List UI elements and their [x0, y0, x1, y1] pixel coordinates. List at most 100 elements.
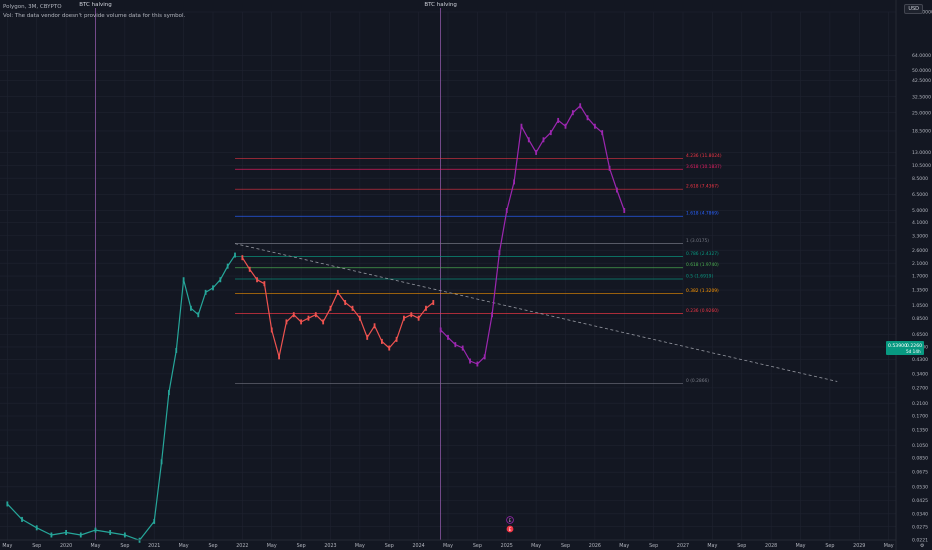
fib-level-label: 4.236 (11.8024) — [686, 153, 722, 159]
price-candle — [549, 130, 552, 136]
price-badge-sub: 0.2260 — [906, 343, 922, 349]
time-axis-tick-label: Sep — [561, 543, 570, 549]
time-axis-tick-label: Sep — [120, 543, 129, 549]
trendline-line[interactable] — [234, 243, 838, 382]
price-axis-tick-label: 0.0221 — [912, 538, 928, 544]
price-axis-tick-label: 18.5000 — [912, 129, 931, 135]
price-axis-tick-label: 5.0000 — [912, 208, 928, 214]
price-series-line — [440, 105, 625, 365]
price-candle — [557, 117, 560, 123]
price-candle — [417, 315, 420, 321]
price-candle — [300, 319, 303, 325]
price-candle — [527, 137, 530, 143]
time-axis-tick-label: 2025 — [501, 543, 513, 549]
price-axis-tick-label: 8.5000 — [912, 176, 928, 182]
price-axis-tick-label: 0.1350 — [912, 428, 928, 434]
price-candle — [263, 281, 266, 287]
price-candle — [476, 361, 479, 367]
time-axis-tick-label: May — [443, 543, 453, 549]
price-axis-tick-label: 0.1700 — [912, 414, 928, 420]
price-badge-box — [886, 341, 924, 355]
time-axis-tick-label: Sep — [473, 543, 482, 549]
price-axis[interactable]: 131.000064.000050.000042.500032.500025.0… — [895, 0, 932, 550]
fibonacci-levels[interactable]: 4.236 (11.8024) 3.618 (10.1837) 2.618 (7.4… — [235, 153, 722, 384]
price-candle — [623, 207, 626, 213]
time-axis-tick-label: May — [619, 543, 629, 549]
price-axis-tick-label: 0.2700 — [912, 385, 928, 391]
price-candle — [351, 305, 354, 311]
time-axis-tick-label: May — [531, 543, 541, 549]
fib-level-label: 0 (0.2866) — [686, 378, 709, 384]
event-marker-icon[interactable] — [506, 525, 514, 533]
price-axis-tick-label: 2.6000 — [912, 248, 928, 254]
time-axis-tick-label: Sep — [297, 543, 306, 549]
price-candle — [373, 323, 376, 329]
price-badge-countdown: 5d 14h — [906, 349, 921, 354]
time-axis-tick-label: 2021 — [148, 543, 160, 549]
price-candle — [498, 250, 501, 256]
fib-level-label: 0.786 (2.4327) — [686, 251, 719, 257]
price-axis-tick-label: 42.5000 — [912, 78, 931, 84]
price-axis-tick-label: 0.3400 — [912, 371, 928, 377]
price-candle — [608, 165, 611, 171]
price-candle — [344, 300, 347, 306]
price-axis-tick-label: 0.0275 — [912, 524, 928, 530]
price-candle — [168, 390, 170, 396]
price-candle — [571, 110, 574, 116]
time-axis-tick-label: May — [2, 543, 12, 549]
time-axis-tick-label: 2023 — [324, 543, 336, 549]
event-marker-icon[interactable] — [506, 516, 514, 524]
price-axis-tick-label: 10.5000 — [912, 163, 931, 169]
price-candle — [314, 312, 317, 318]
price-axis-tick-label: 3.3000 — [912, 233, 928, 239]
price-candle — [278, 354, 280, 360]
price-candle — [50, 532, 53, 538]
price-candle — [410, 312, 413, 318]
price-candle — [366, 334, 369, 340]
price-candle — [601, 130, 604, 136]
currency-button[interactable]: USD — [904, 4, 923, 14]
time-axis-tick-label: Sep — [385, 543, 394, 549]
price-axis-tick-label: 0.0675 — [912, 470, 928, 476]
price-candle — [593, 123, 596, 129]
price-candle — [505, 207, 508, 213]
price-candle — [197, 312, 200, 318]
symbol-line[interactable]: Polygon, 3M, CBYPTO — [3, 4, 62, 10]
price-axis-tick-label: 0.4300 — [912, 357, 928, 363]
time-axis-tick-label: May — [91, 543, 101, 549]
time-axis-tick-label: May — [179, 543, 189, 549]
price-candle — [6, 501, 9, 507]
price-candle — [403, 315, 405, 321]
price-candle — [513, 179, 515, 185]
price-axis-tick-label: 0.0530 — [912, 484, 928, 490]
price-candle — [307, 315, 310, 321]
price-axis-tick-label: 0.2100 — [912, 401, 928, 407]
price-axis-tick-label: 0.0425 — [912, 498, 928, 504]
price-axis-tick-label: 2.1000 — [912, 261, 928, 267]
price-candle — [219, 277, 222, 283]
price-candle — [381, 338, 383, 344]
price-candle — [579, 103, 582, 109]
price-candle — [322, 319, 325, 325]
fib-level-label: 1 (3.0175) — [686, 238, 709, 244]
price-candle — [212, 285, 214, 291]
trendline[interactable] — [234, 243, 838, 382]
price-candle — [234, 252, 236, 258]
price-axis-tick-label: 0.0340 — [912, 511, 928, 517]
fib-level-label: 1.618 (4.7869) — [686, 211, 719, 217]
price-candle — [535, 149, 538, 155]
fib-level-label: 0.5 (1.6919) — [686, 273, 713, 279]
price-axis-tick-label: 1.0500 — [912, 303, 928, 309]
time-axis[interactable]: May Sep 2020 May Sep 2021 May Sep 2022 May Sep 2023… — [0, 539, 925, 549]
event-markers[interactable]: E E — [506, 516, 514, 533]
time-axis-tick-label: Sep — [649, 543, 658, 549]
halving-label: BTC halving — [424, 2, 457, 8]
price-candle — [204, 289, 207, 295]
axis-settings-icon[interactable]: ⚙ — [920, 543, 925, 549]
volume-notice: Vol: The data vendor doesn't provide vol… — [3, 13, 186, 19]
chart-grid — [0, 11, 896, 541]
price-candle — [586, 115, 589, 121]
event-marker-label: E — [509, 518, 512, 524]
time-axis-tick-label: 2027 — [677, 543, 689, 549]
